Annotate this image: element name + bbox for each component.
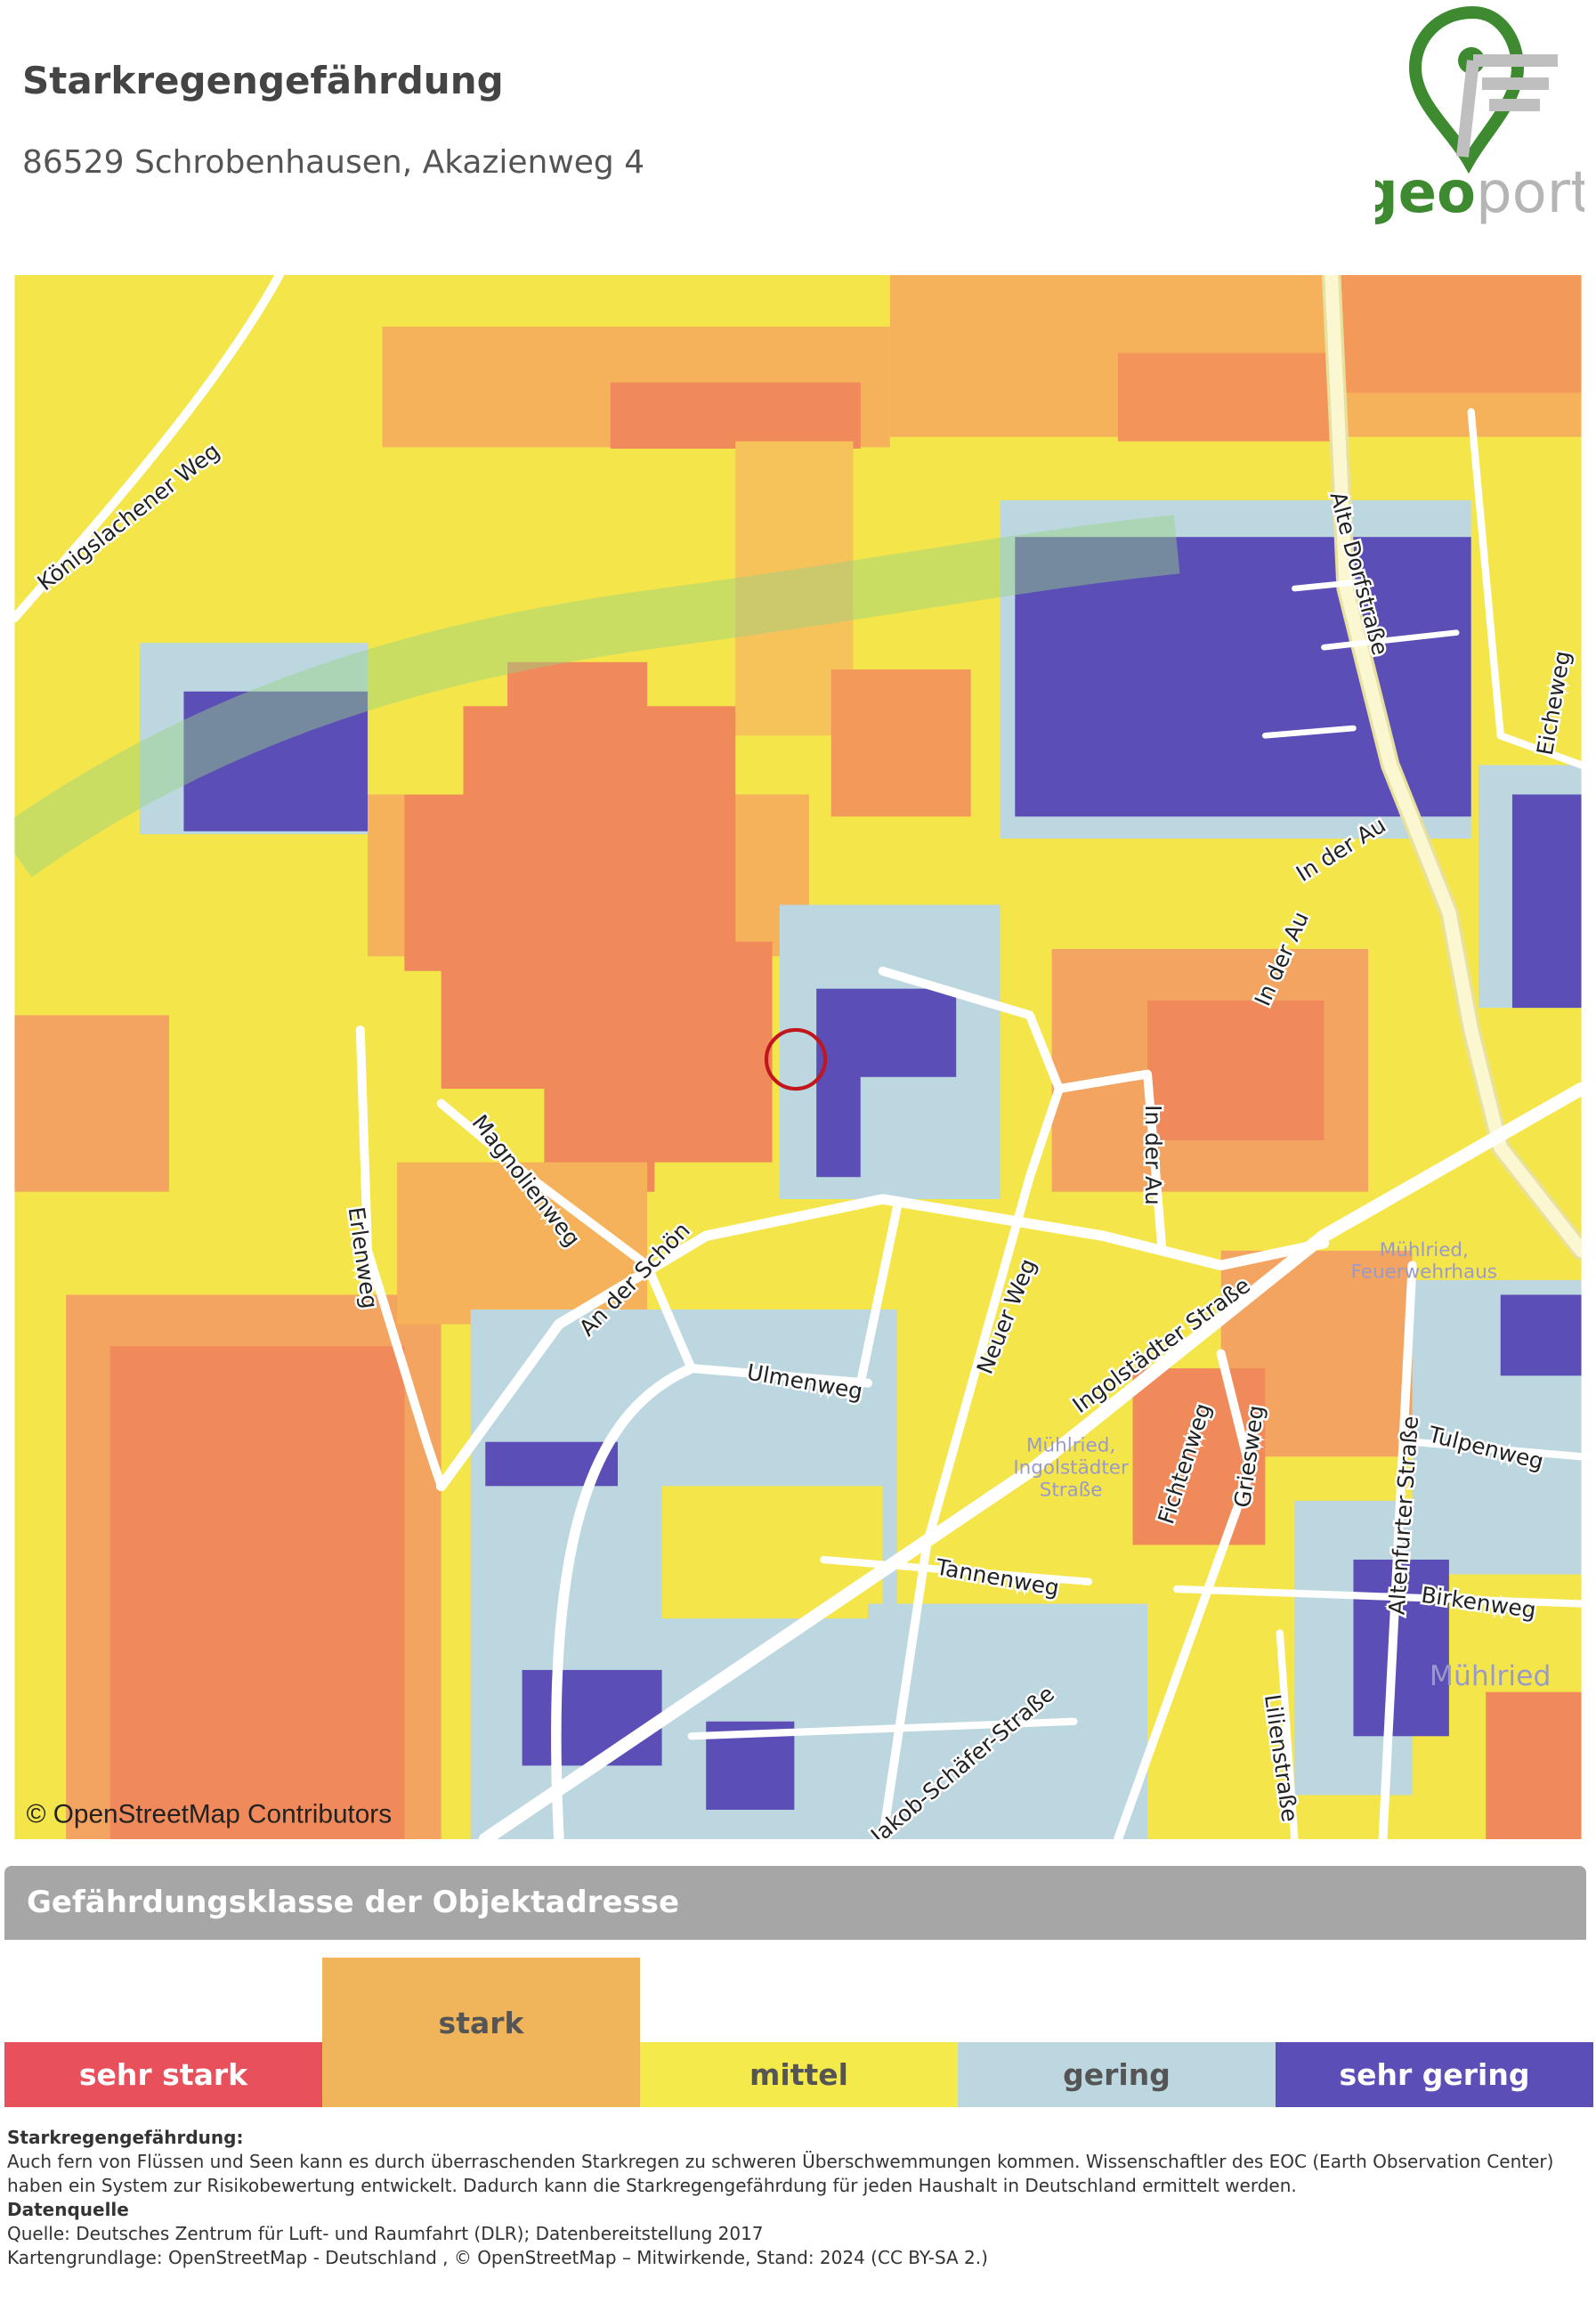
place-label: Feuerwehrhaus (1351, 1261, 1497, 1284)
legend-class: sehr gering (1276, 2042, 1593, 2107)
area (1511, 794, 1582, 1009)
area (1338, 275, 1582, 393)
logo-lines (1456, 54, 1558, 158)
object-marker (764, 1027, 828, 1091)
area (404, 661, 773, 1192)
source-line: Kartengrundlage: OpenStreetMap - Deutsch… (7, 2247, 988, 2268)
legend-class-label: stark (438, 2006, 524, 2040)
map-attribution: © OpenStreetMap Contributors (27, 1799, 393, 1829)
source-lines: Quelle: Deutsches Zentrum für Luft- und … (7, 2222, 1583, 2270)
river-band (14, 515, 1180, 878)
place-label: Ingolstädter (1013, 1456, 1129, 1479)
legend-class: gering (958, 2042, 1276, 2107)
place-label: Mühlried (1430, 1660, 1551, 1692)
place-label: Mühlried, (1026, 1435, 1115, 1457)
logo-part1: geo (1375, 160, 1476, 226)
area (1353, 1559, 1449, 1737)
map: Königslachener Weg Alte DorfstraßeEichewe… (14, 275, 1582, 1839)
legend-title: Gefährdungsklasse der Objektadresse (4, 1866, 1586, 1940)
footer-heading: Starkregengefährdung: (7, 2127, 244, 2148)
area (816, 988, 957, 1077)
legend-class-label: mittel (749, 2057, 848, 2092)
source-heading: Datenquelle (7, 2199, 129, 2220)
address: 86529 Schrobenhausen, Akazienweg 4 (22, 144, 645, 181)
area (1117, 353, 1339, 442)
legend-class: sehr stark (4, 2042, 322, 2107)
place-labels: Mühlried,FeuerwehrhausMühlried,Ingolstäd… (1013, 1239, 1551, 1692)
legend-class-label: sehr stark (78, 2057, 248, 2092)
legend-class-label: sehr gering (1339, 2057, 1530, 2092)
place-label: Mühlried, (1380, 1239, 1469, 1261)
roads (14, 275, 1582, 1839)
area (816, 1074, 861, 1178)
logo: geoport (1375, 5, 1584, 226)
area (14, 1015, 169, 1192)
legend-class-label: gering (1063, 2057, 1171, 2092)
area (109, 1346, 405, 1839)
legend-class: mittel (640, 2042, 958, 2107)
source-line: Quelle: Deutsches Zentrum für Luft- und … (7, 2223, 764, 2244)
legend-class: stark (322, 1958, 640, 2107)
street-label: In der Au (1140, 1105, 1166, 1205)
map-layer: Königslachener Weg Alte DorfstraßeEichewe… (14, 275, 1582, 1839)
footer: Starkregengefährdung: Auch fern von Flüs… (7, 2126, 1583, 2270)
area (1500, 1294, 1582, 1376)
footer-text: Auch fern von Flüssen und Seen kann es d… (7, 2151, 1554, 2196)
place-label: Straße (1040, 1479, 1103, 1501)
logo-pin (1408, 5, 1525, 174)
area (610, 382, 861, 450)
area (183, 691, 369, 831)
area (1147, 1000, 1325, 1140)
area (1486, 1691, 1582, 1839)
hazard-areas (14, 275, 1582, 1839)
logo-text: geoport (1375, 160, 1584, 226)
page-title: Starkregengefährdung (22, 59, 504, 102)
logo-part2: port (1476, 160, 1584, 226)
area (522, 1669, 662, 1766)
area (830, 669, 971, 817)
